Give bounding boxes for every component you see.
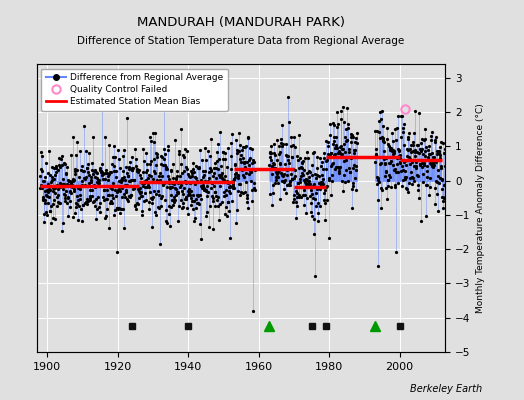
Text: Difference of Station Temperature Data from Regional Average: Difference of Station Temperature Data f… — [78, 36, 405, 46]
Y-axis label: Monthly Temperature Anomaly Difference (°C): Monthly Temperature Anomaly Difference (… — [476, 103, 485, 313]
Text: MANDURAH (MANDURAH PARK): MANDURAH (MANDURAH PARK) — [137, 16, 345, 29]
Text: Berkeley Earth: Berkeley Earth — [410, 384, 482, 394]
